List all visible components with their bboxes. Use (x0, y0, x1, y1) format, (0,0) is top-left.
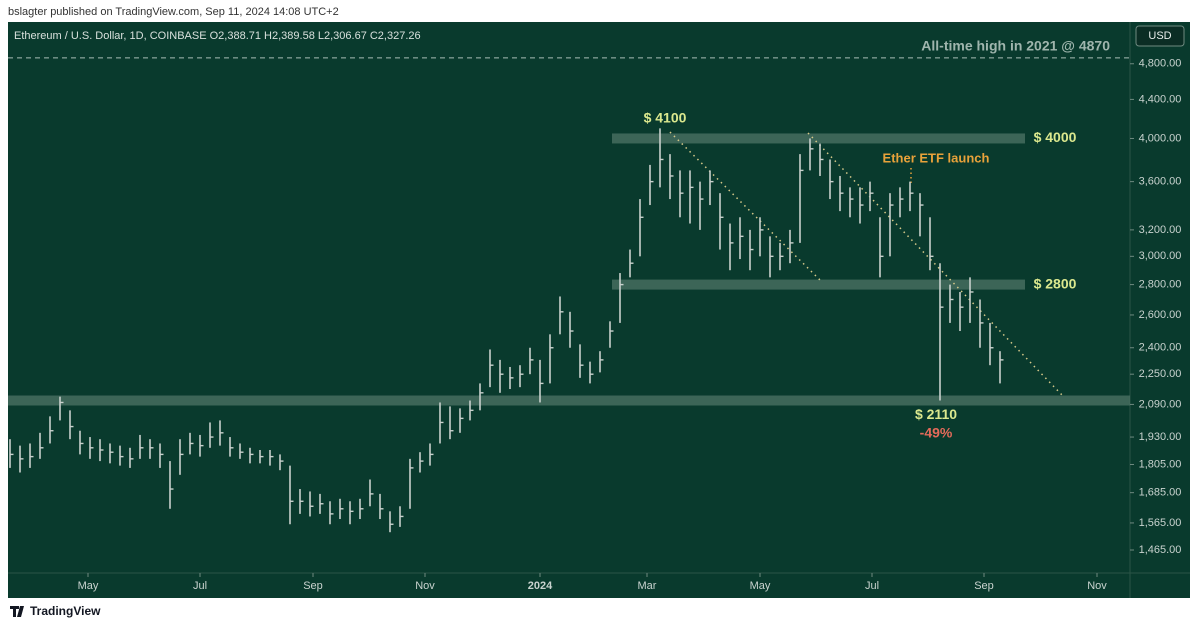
trendline (669, 131, 821, 281)
y-tick-label: 1,565.00 (1139, 517, 1182, 529)
y-tick-label: 3,200.00 (1139, 224, 1182, 236)
x-tick-label: Nov (1087, 580, 1107, 592)
currency-badge (1135, 25, 1185, 47)
x-tick-label: May (78, 580, 99, 592)
x-tick-label: 2024 (528, 580, 553, 592)
y-tick-label: 2,090.00 (1139, 398, 1182, 410)
x-tick-label: Sep (974, 580, 994, 592)
y-tick-label: 2,250.00 (1139, 368, 1182, 380)
trendline (807, 132, 1063, 396)
x-tick-label: Sep (303, 580, 323, 592)
chart-background (8, 22, 1190, 598)
drawdown-label: -49% (920, 425, 953, 441)
level-band (612, 133, 1025, 144)
y-tick-label: 4,800.00 (1139, 58, 1182, 70)
level-label: $ 4000 (1034, 129, 1077, 145)
brand-logo (10, 606, 24, 617)
level-label: $ 2110 (915, 406, 957, 422)
y-tick-label: 4,400.00 (1139, 93, 1182, 105)
x-tick-label: May (750, 580, 771, 592)
y-tick-label: 3,600.00 (1139, 176, 1182, 188)
x-tick-label: Jul (193, 580, 207, 592)
y-tick-label: 1,685.00 (1139, 487, 1182, 499)
symbol-info: Ethereum / U.S. Dollar, 1D, COINBASE O2,… (14, 30, 421, 42)
y-tick-label: 1,465.00 (1139, 544, 1182, 556)
y-tick-label: 2,400.00 (1139, 342, 1182, 354)
x-tick-label: Mar (638, 580, 657, 592)
brand-name: TradingView (30, 604, 101, 618)
etf-label: Ether ETF launch (883, 150, 990, 165)
x-tick-label: Jul (865, 580, 879, 592)
y-tick-label: 1,805.00 (1139, 458, 1182, 470)
ath-label: All-time high in 2021 @ 4870 (921, 38, 1110, 54)
level-label: $ 2800 (1034, 275, 1077, 291)
footer (0, 598, 1200, 627)
level-band (8, 395, 1130, 406)
y-tick-label: 2,600.00 (1139, 309, 1182, 321)
x-tick-label: Nov (415, 580, 435, 592)
y-tick-label: 4,000.00 (1139, 132, 1182, 144)
publish-info: bslagter published on TradingView.com, S… (8, 6, 339, 18)
y-tick-label: 1,930.00 (1139, 431, 1182, 443)
currency-label: USD (1148, 30, 1171, 42)
level-band (612, 279, 1025, 290)
peak-label: $ 4100 (644, 110, 687, 126)
y-tick-label: 2,800.00 (1139, 278, 1182, 290)
y-tick-label: 3,000.00 (1139, 250, 1182, 262)
